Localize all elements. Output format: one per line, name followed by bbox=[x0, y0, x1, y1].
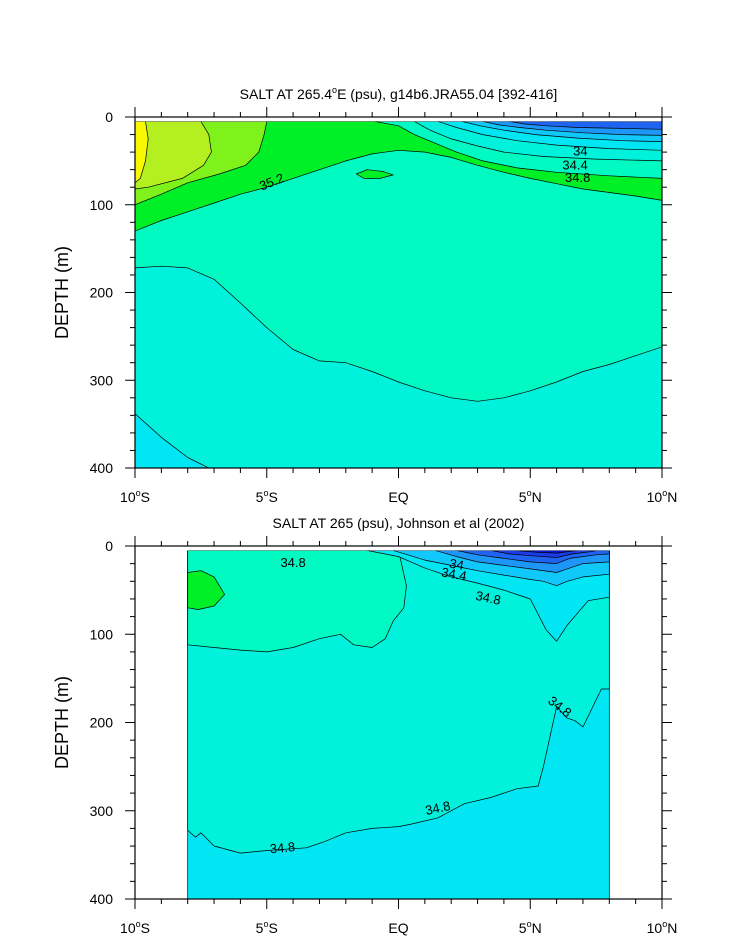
contour-label: 34 bbox=[448, 556, 465, 573]
y-tick-label: 300 bbox=[90, 803, 114, 819]
no-data-band bbox=[135, 546, 662, 551]
x-tick-label: 10oN bbox=[647, 919, 678, 936]
contour-label: 34.8 bbox=[269, 839, 296, 856]
contour-region-35-8 bbox=[135, 121, 149, 184]
contour-region-33-8 bbox=[490, 550, 597, 558]
contour-region-35-2 bbox=[355, 169, 394, 179]
x-tick-label: 5oN bbox=[519, 488, 542, 505]
x-tick-label: 5oS bbox=[256, 488, 278, 505]
contour-label: 34.4 bbox=[562, 158, 587, 173]
contour-region-35-2 bbox=[187, 570, 225, 610]
chart-panel-2: 34.8 3434.434.834.834.834.801002003004001… bbox=[52, 515, 677, 936]
contour-label: 34.8 bbox=[280, 555, 305, 570]
no-data-band bbox=[135, 117, 662, 122]
y-tick-label: 100 bbox=[90, 626, 114, 642]
y-axis-label: DEPTH (m) bbox=[52, 246, 72, 339]
y-tick-label: 300 bbox=[90, 372, 114, 388]
y-tick-label: 400 bbox=[90, 460, 114, 476]
x-tick-label: EQ bbox=[388, 920, 408, 936]
y-axis-label: DEPTH (m) bbox=[52, 676, 72, 769]
y-tick-label: 0 bbox=[105, 538, 113, 554]
contour-region-34-6 bbox=[135, 413, 210, 468]
contour-label: 34.8 bbox=[565, 170, 590, 185]
x-tick-label: 5oN bbox=[519, 919, 542, 936]
y-tick-label: 400 bbox=[90, 891, 114, 907]
x-tick-label: 10oN bbox=[647, 488, 678, 505]
contour-label: 34.4 bbox=[440, 564, 468, 583]
chart-title: SALT AT 265.4oE (psu), g14b6.JRA55.04 [3… bbox=[240, 85, 558, 102]
y-tick-label: 0 bbox=[105, 109, 113, 125]
y-tick-label: 100 bbox=[90, 197, 114, 213]
chart-title: SALT AT 265 (psu), Johnson et al (2002) bbox=[273, 515, 525, 531]
x-tick-label: 5oS bbox=[256, 919, 278, 936]
contour-region-34-0 bbox=[508, 121, 662, 130]
x-tick-label: 10oS bbox=[120, 919, 150, 936]
contour-label: 34.8 bbox=[474, 588, 502, 608]
y-tick-label: 200 bbox=[90, 285, 114, 301]
contour-region-35-0 bbox=[135, 121, 662, 402]
contour-label: 34 bbox=[573, 144, 587, 159]
x-tick-label: EQ bbox=[388, 489, 408, 505]
contour-label: 34.8 bbox=[424, 798, 452, 818]
x-tick-label: 10oS bbox=[120, 488, 150, 505]
contour-region-35-0 bbox=[187, 550, 407, 653]
contour-region-35-6 bbox=[135, 121, 212, 190]
y-tick-label: 200 bbox=[90, 715, 114, 731]
